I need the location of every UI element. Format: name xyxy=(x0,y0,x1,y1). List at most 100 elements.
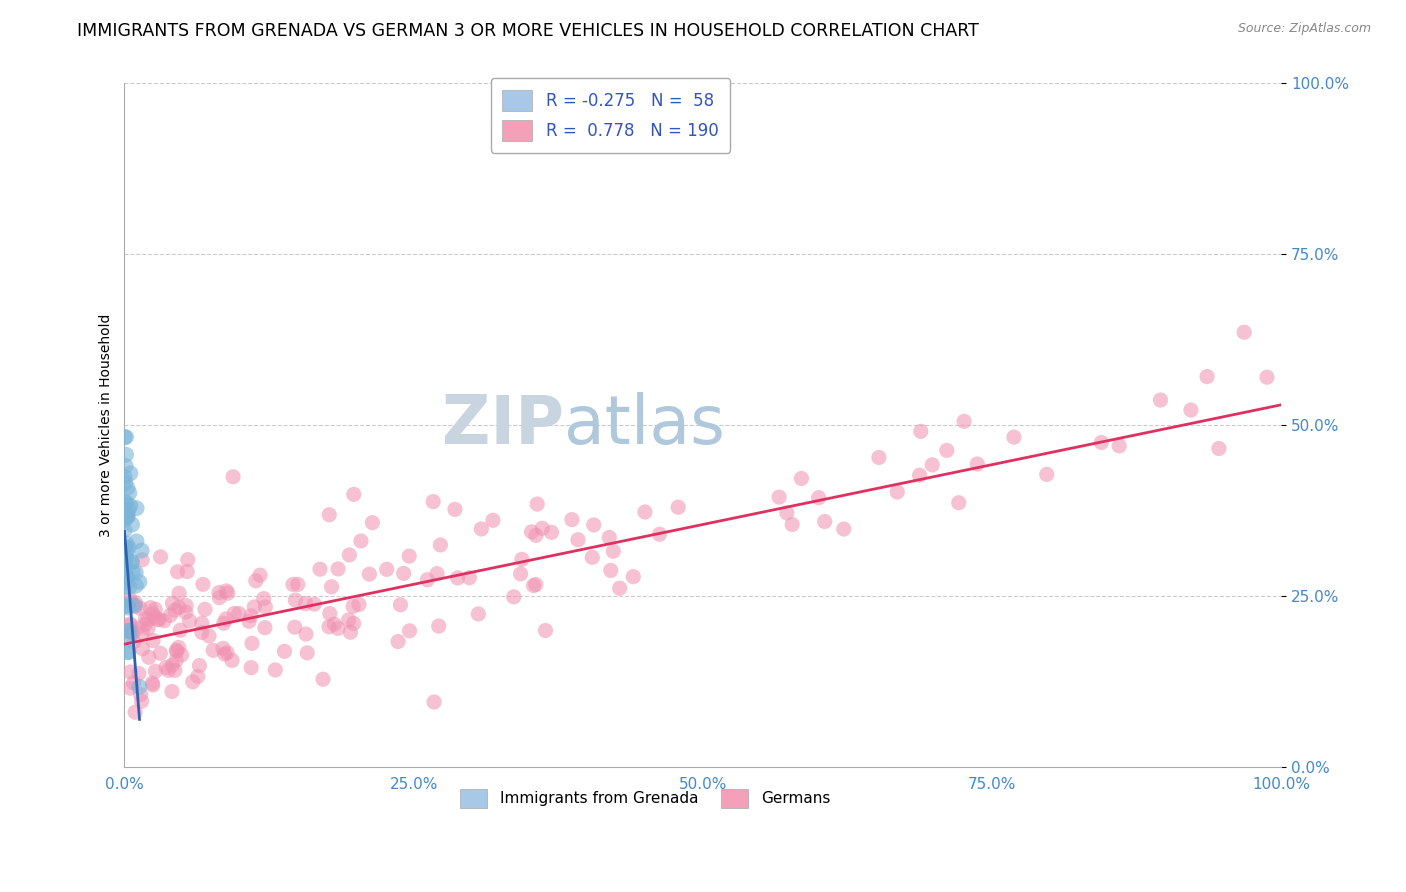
Point xyxy=(128,666,150,681)
Point xyxy=(245,574,267,588)
Point xyxy=(467,607,489,621)
Point xyxy=(121,517,143,532)
Point xyxy=(253,591,276,606)
Point xyxy=(155,660,177,674)
Point xyxy=(948,496,970,510)
Point xyxy=(149,549,172,564)
Point xyxy=(212,616,235,631)
Point xyxy=(422,494,444,508)
Point xyxy=(318,620,340,634)
Point xyxy=(149,646,172,660)
Text: IMMIGRANTS FROM GRENADA VS GERMAN 3 OR MORE VEHICLES IN HOUSEHOLD CORRELATION CH: IMMIGRANTS FROM GRENADA VS GERMAN 3 OR M… xyxy=(77,22,979,40)
Point xyxy=(165,653,187,667)
Point xyxy=(321,580,343,594)
Point xyxy=(115,550,138,565)
Point xyxy=(141,676,163,690)
Point xyxy=(165,643,187,657)
Point xyxy=(114,496,136,510)
Point xyxy=(128,680,150,694)
Point xyxy=(127,621,149,635)
Point xyxy=(350,534,373,549)
Point xyxy=(131,626,153,640)
Point xyxy=(120,467,142,481)
Point xyxy=(134,617,156,632)
Point xyxy=(143,609,166,624)
Point xyxy=(392,566,415,581)
Point xyxy=(125,501,148,516)
Point xyxy=(666,500,689,515)
Point xyxy=(249,568,271,582)
Point xyxy=(170,648,193,662)
Point xyxy=(284,620,307,634)
Point xyxy=(444,502,467,516)
Point xyxy=(1002,430,1025,444)
Point xyxy=(114,551,136,566)
Point xyxy=(148,613,170,627)
Point xyxy=(540,525,562,540)
Point xyxy=(224,607,246,621)
Point xyxy=(520,524,543,539)
Point xyxy=(115,571,138,585)
Point xyxy=(120,624,142,639)
Point xyxy=(146,612,169,626)
Point xyxy=(398,549,420,563)
Point xyxy=(114,523,136,537)
Point xyxy=(179,614,201,628)
Point xyxy=(935,443,957,458)
Point xyxy=(117,599,139,613)
Point xyxy=(174,599,197,613)
Point xyxy=(191,616,214,631)
Point xyxy=(215,612,238,626)
Point xyxy=(145,664,167,678)
Point xyxy=(120,595,142,609)
Point xyxy=(297,646,319,660)
Point xyxy=(582,517,605,532)
Point xyxy=(115,599,138,613)
Point xyxy=(169,624,191,638)
Point xyxy=(458,571,481,585)
Point xyxy=(1208,442,1230,456)
Point xyxy=(337,548,360,562)
Point xyxy=(114,475,136,490)
Point xyxy=(217,586,239,600)
Point xyxy=(181,674,204,689)
Text: Source: ZipAtlas.com: Source: ZipAtlas.com xyxy=(1237,22,1371,36)
Point xyxy=(398,624,420,638)
Point xyxy=(953,414,976,428)
Point xyxy=(162,596,184,610)
Point xyxy=(221,653,243,667)
Point xyxy=(423,695,446,709)
Point xyxy=(163,603,186,617)
Point xyxy=(240,636,263,650)
Point xyxy=(188,658,211,673)
Point xyxy=(531,521,554,535)
Point xyxy=(309,562,332,576)
Point xyxy=(159,608,181,623)
Point xyxy=(326,562,349,576)
Point xyxy=(446,571,468,585)
Point xyxy=(908,468,931,483)
Point xyxy=(215,583,238,598)
Point xyxy=(780,517,803,532)
Point xyxy=(160,684,183,698)
Point xyxy=(131,694,153,708)
Point xyxy=(526,497,548,511)
Point xyxy=(125,579,148,593)
Point xyxy=(115,495,138,509)
Point xyxy=(1035,467,1057,482)
Point xyxy=(524,577,547,591)
Point xyxy=(342,599,364,614)
Point xyxy=(115,536,138,550)
Point xyxy=(339,625,361,640)
Point xyxy=(131,543,153,558)
Point xyxy=(115,509,138,524)
Point xyxy=(776,506,799,520)
Point xyxy=(166,565,188,579)
Point xyxy=(264,663,287,677)
Point xyxy=(534,624,557,638)
Point xyxy=(117,600,139,615)
Point xyxy=(208,591,231,605)
Point xyxy=(135,611,157,625)
Point xyxy=(359,567,381,582)
Point xyxy=(143,602,166,616)
